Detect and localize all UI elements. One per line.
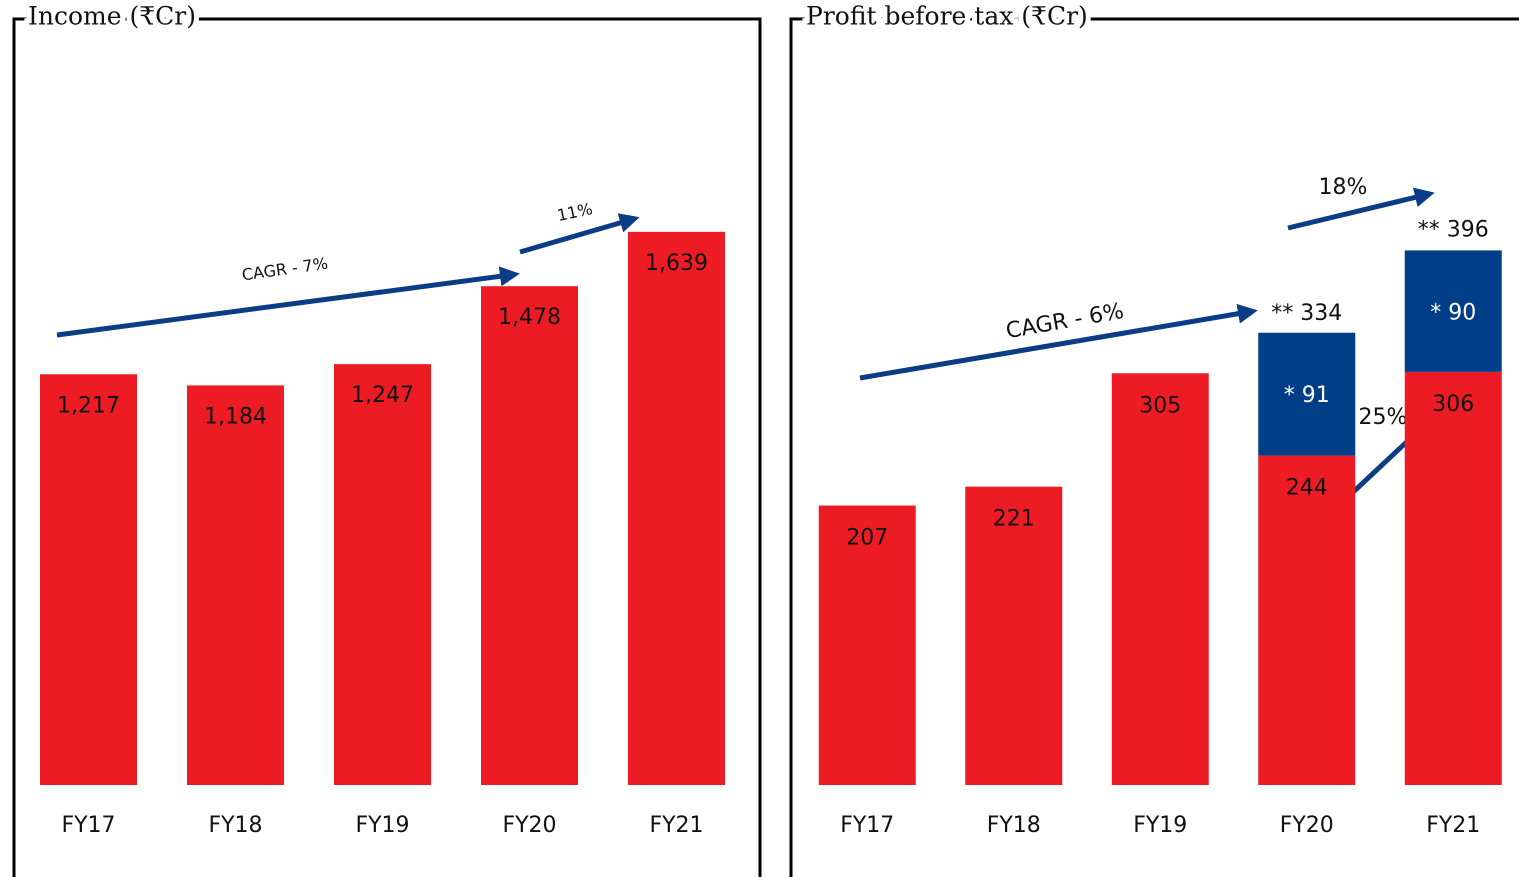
bar bbox=[481, 286, 578, 785]
value-label: 244 bbox=[1286, 476, 1328, 501]
bar bbox=[628, 231, 725, 785]
frame bbox=[12, 17, 762, 877]
value-label: 1,217 bbox=[57, 393, 120, 418]
x-tick-label: FY18 bbox=[987, 813, 1041, 838]
total-label: ** 334 bbox=[1271, 301, 1342, 326]
arrow bbox=[859, 303, 1258, 381]
bar bbox=[187, 385, 284, 785]
value-label: 207 bbox=[846, 526, 888, 551]
annotation: 11% bbox=[555, 199, 594, 225]
value-label: 1,478 bbox=[498, 305, 561, 330]
frame bbox=[789, 17, 1519, 877]
value-label: 1,639 bbox=[645, 251, 708, 276]
x-tick-label: FY17 bbox=[61, 813, 115, 838]
bar-segment bbox=[1111, 373, 1209, 785]
bar-segment bbox=[818, 505, 916, 785]
chart-title: Income (₹Cr) bbox=[28, 2, 196, 31]
x-tick-label: FY19 bbox=[355, 813, 409, 838]
value-label: * 90 bbox=[1430, 300, 1476, 325]
total-label: ** 396 bbox=[1418, 217, 1489, 242]
x-tick-label: FY17 bbox=[840, 813, 894, 838]
x-tick-label: FY21 bbox=[1426, 813, 1480, 838]
bar bbox=[40, 374, 137, 785]
bar-segment bbox=[965, 486, 1063, 785]
x-tick-label: FY19 bbox=[1133, 813, 1187, 838]
value-label: 221 bbox=[993, 507, 1035, 532]
chart-title: Profit before tax (₹Cr) bbox=[806, 2, 1088, 31]
bar bbox=[334, 364, 431, 785]
x-tick-label: FY18 bbox=[208, 813, 262, 838]
value-label: 1,247 bbox=[351, 383, 414, 408]
bar-segment bbox=[1258, 455, 1356, 785]
bar-segment bbox=[1258, 332, 1356, 456]
value-label: 306 bbox=[1432, 392, 1474, 417]
arrow bbox=[56, 266, 520, 338]
arrow bbox=[1287, 187, 1435, 231]
value-label: 1,184 bbox=[204, 404, 267, 429]
x-tick-label: FY20 bbox=[1280, 813, 1334, 838]
annotation: 25% bbox=[1359, 405, 1408, 430]
bar-segment bbox=[1404, 371, 1502, 785]
arrow bbox=[519, 213, 640, 255]
value-label: 305 bbox=[1139, 393, 1181, 418]
x-tick-label: FY20 bbox=[502, 813, 556, 838]
annotation: CAGR - 7% bbox=[241, 254, 329, 285]
value-label: * 91 bbox=[1284, 383, 1330, 408]
bar-segment bbox=[1404, 250, 1502, 372]
x-tick-label: FY21 bbox=[649, 813, 703, 838]
annotation: 18% bbox=[1319, 175, 1368, 200]
